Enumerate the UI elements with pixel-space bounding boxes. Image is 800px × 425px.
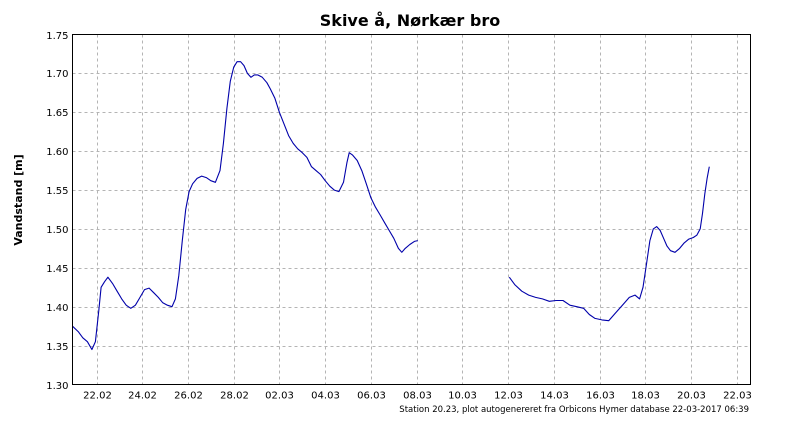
series-line-group bbox=[72, 61, 710, 351]
plot-area-frame bbox=[72, 34, 751, 385]
chart-title: Skive å, Nørkær bro bbox=[320, 11, 500, 30]
y-tick-label: 1.60 bbox=[46, 147, 68, 158]
grid-lines bbox=[72, 34, 751, 385]
y-tick-label: 1.55 bbox=[46, 186, 68, 197]
y-tick-label: 1.75 bbox=[46, 31, 68, 42]
y-tick-labels: 1.30 1.35 1.40 1.45 1.50 1.55 1.60 1.65 1.70 1.75 bbox=[46, 31, 68, 392]
x-tick-label: 26.02 bbox=[174, 391, 203, 402]
x-tick-label: 16.03 bbox=[586, 391, 615, 402]
x-tick-label: 14.03 bbox=[540, 391, 569, 402]
y-tick-label: 1.35 bbox=[46, 342, 68, 353]
x-tick-label: 24.02 bbox=[128, 391, 157, 402]
y-tick-label: 1.40 bbox=[46, 303, 68, 314]
y-tick-label: 1.50 bbox=[46, 225, 68, 236]
y-tick-label: 1.30 bbox=[46, 381, 68, 392]
x-tick-label: 08.03 bbox=[403, 391, 432, 402]
x-tick-label: 06.03 bbox=[357, 391, 386, 402]
x-tick-label: 18.03 bbox=[631, 391, 660, 402]
x-tick-label: 02.03 bbox=[265, 391, 294, 402]
x-tick-label: 04.03 bbox=[311, 391, 340, 402]
series-line-segment bbox=[72, 61, 418, 351]
x-tick-label: 10.03 bbox=[448, 391, 477, 402]
y-axis-label: Vandstand [m] bbox=[12, 154, 25, 245]
series-line-segment bbox=[508, 166, 710, 322]
x-tick-labels: 22.02 24.02 26.02 28.02 02.03 04.03 06.03 08.03… bbox=[83, 391, 752, 402]
x-tick-label: 22.03 bbox=[723, 391, 752, 402]
x-tick-label: 28.02 bbox=[220, 391, 249, 402]
x-tick-label: 20.03 bbox=[677, 391, 706, 402]
y-tick-label: 1.70 bbox=[46, 69, 68, 80]
chart-footer: Station 20.23, plot autogenereret fra Or… bbox=[399, 405, 749, 415]
y-tick-label: 1.45 bbox=[46, 264, 68, 275]
x-tick-label: 12.03 bbox=[494, 391, 523, 402]
x-tick-label: 22.02 bbox=[83, 391, 112, 402]
y-tick-label: 1.65 bbox=[46, 108, 68, 119]
